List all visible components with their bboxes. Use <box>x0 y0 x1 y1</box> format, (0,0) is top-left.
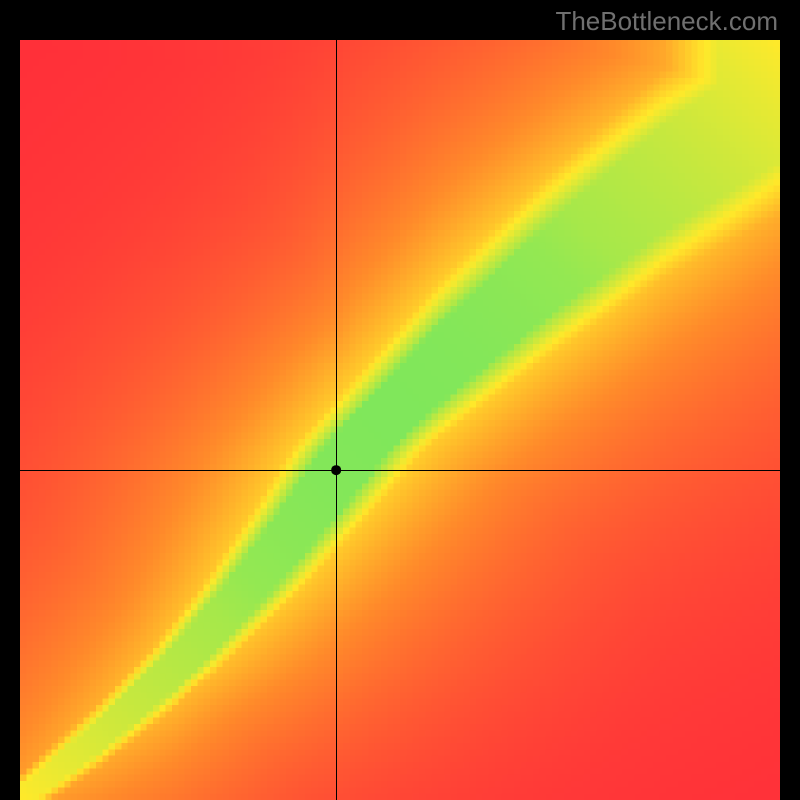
watermark-text: TheBottleneck.com <box>555 6 778 37</box>
chart-container: TheBottleneck.com <box>0 0 800 800</box>
crosshair-overlay <box>20 40 780 800</box>
